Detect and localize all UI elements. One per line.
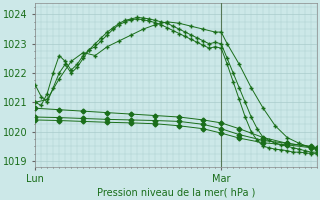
X-axis label: Pression niveau de la mer( hPa ): Pression niveau de la mer( hPa ) [97, 187, 255, 197]
